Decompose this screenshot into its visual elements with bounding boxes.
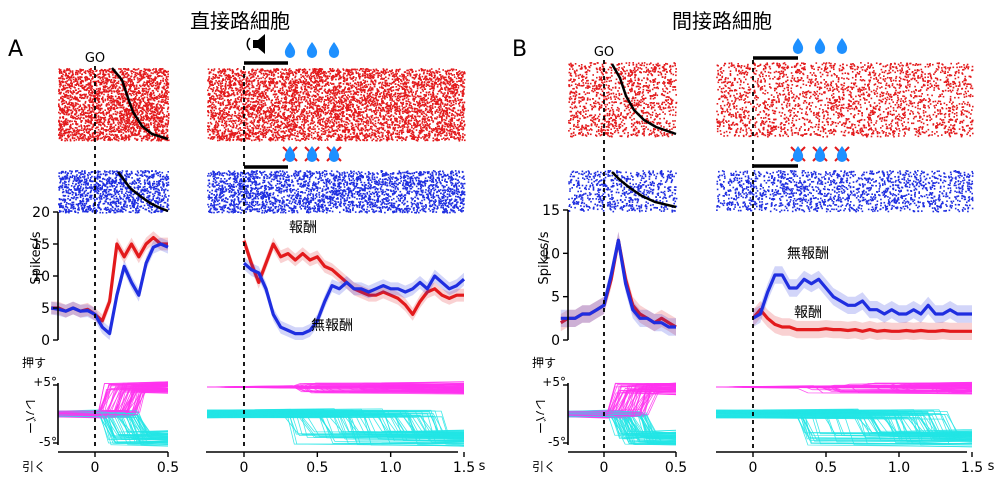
label-noreward-a: 無報酬 (311, 318, 353, 334)
pull-label-b: 引く (532, 460, 556, 474)
raster-b-right-noreward (716, 170, 974, 213)
x-unit-b: s (988, 459, 995, 474)
lever-traces-b-left (568, 383, 676, 445)
xtick-b-right-1.5: 1.5 (961, 460, 983, 476)
go-label-a: GO (85, 51, 105, 66)
ytick-b-0: 0 (551, 333, 560, 349)
ylabel-rate-a: Spikes/s (29, 231, 44, 284)
xtick-a-right-0.5: 0.5 (306, 460, 328, 476)
water-drop-icon (793, 146, 803, 162)
label-noreward-b: 無報酬 (787, 246, 829, 262)
go-label-b: GO (594, 45, 614, 60)
raster-a-right-noreward (207, 170, 466, 214)
xtick-a-left-0: 0 (91, 460, 100, 476)
xtick-b-left-0.5: 0.5 (665, 460, 687, 476)
xtick-b-right-0.5: 0.5 (815, 460, 837, 476)
sem-band-a-right-noreward (244, 257, 464, 340)
xtick-b-right-1.0: 1.0 (888, 460, 910, 476)
sem-band-b-right-noreward (753, 266, 972, 327)
ylabel-rate-b: Spikes/s (537, 231, 552, 284)
water-drop-icon (815, 146, 825, 162)
title-indirect: 間接路細胞 (672, 9, 772, 33)
raster-b-left-noreward (568, 170, 677, 213)
lever-tick-plus5-a: +5° (33, 375, 57, 389)
raster-b-left-reward (568, 62, 677, 138)
xtick-a-right-1.0: 1.0 (380, 460, 402, 476)
water-drop-icon (815, 38, 825, 54)
figure: 直接路細胞 間接路細胞 A B GO GO 051015200 0.5 0 0.5 1.… (0, 0, 1000, 481)
water-drop-icon (307, 42, 317, 58)
raster-plots (58, 62, 974, 214)
raster-a-right-reward (207, 68, 466, 142)
lever-traces-a-left (58, 382, 168, 446)
rate-line-a-right-noreward (244, 263, 464, 333)
xtick-a-right-0: 0 (240, 460, 249, 476)
lever-tick-minus5-a: -5° (39, 435, 57, 449)
water-drop-icon (329, 42, 339, 58)
push-label-a: 押す (22, 356, 46, 370)
firing-rate-plots (51, 231, 972, 340)
raster-a-left-reward (58, 68, 170, 142)
raster-b-right-reward (716, 62, 974, 138)
push-label-b: 押す (532, 356, 556, 370)
raster-a-left-noreward (58, 170, 170, 214)
ytick-b-5: 5 (551, 290, 560, 306)
xtick-a-right-1.5: 1.5 (453, 460, 475, 476)
rate-line-a-left-noreward (51, 244, 168, 334)
panel-label-a: A (8, 37, 23, 62)
ytick-b-15: 15 (542, 203, 560, 219)
lever-label-a: レバー (23, 398, 37, 434)
lever-tick-minus5-b: -5° (548, 435, 566, 449)
water-drop-icon (329, 146, 339, 162)
lever-traces-a-right (207, 382, 464, 447)
lever-traces-b-right (716, 382, 972, 447)
ytick-a-20: 20 (32, 205, 50, 221)
water-drop-icon (285, 42, 295, 58)
label-reward-b: 報酬 (794, 305, 822, 321)
speaker-icon (247, 34, 265, 54)
lever-plots (58, 382, 972, 447)
water-drop-icon (285, 146, 295, 162)
water-drop-icon (307, 146, 317, 162)
xtick-b-right-0: 0 (749, 460, 758, 476)
water-drop-icon (837, 146, 847, 162)
xtick-a-left-0.5: 0.5 (157, 460, 179, 476)
pull-label-a: 引く (22, 460, 46, 474)
xtick-b-left-0: 0 (600, 460, 609, 476)
ytick-a-0: 0 (41, 333, 50, 349)
water-drop-icon (793, 38, 803, 54)
lever-tick-plus5-b: +5° (542, 375, 566, 389)
panel-label-b: B (512, 37, 527, 62)
lever-label-b: レバー (533, 398, 547, 434)
title-direct: 直接路細胞 (190, 9, 290, 33)
label-reward-a: 報酬 (289, 220, 317, 236)
x-unit-a: s (479, 459, 486, 474)
water-drop-icon (837, 38, 847, 54)
ytick-a-5: 5 (41, 301, 50, 317)
